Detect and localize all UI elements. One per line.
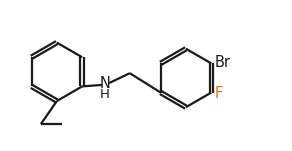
Text: H: H	[100, 88, 110, 101]
Text: N: N	[100, 76, 111, 92]
Text: F: F	[215, 86, 223, 101]
Text: Br: Br	[215, 55, 231, 70]
